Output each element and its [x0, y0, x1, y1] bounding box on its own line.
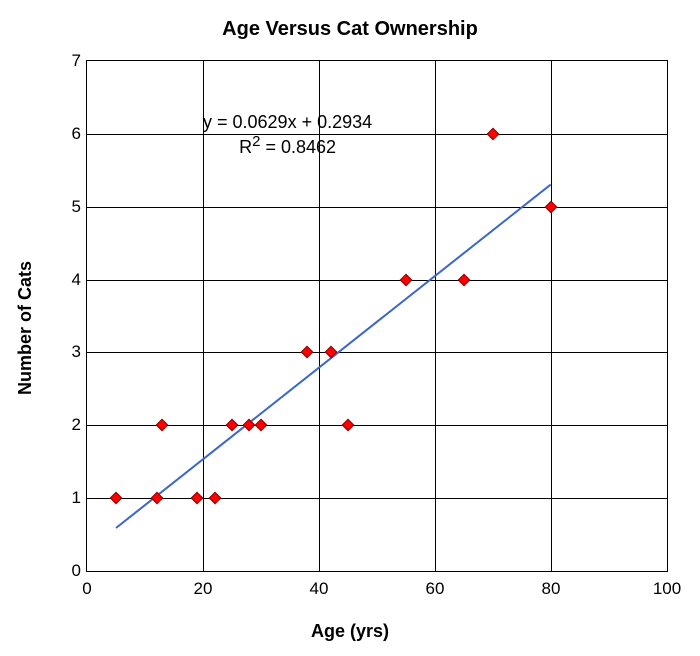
equation-line-2: R2 = 0.8462: [203, 133, 372, 158]
gridline-vertical: [319, 61, 320, 571]
data-point: [208, 492, 221, 505]
x-tick-label: 80: [542, 579, 561, 599]
y-tick-label: 4: [59, 270, 81, 290]
x-tick-label: 20: [194, 579, 213, 599]
data-point: [191, 492, 204, 505]
gridline-vertical: [203, 61, 204, 571]
data-point: [324, 346, 337, 359]
x-axis-label: Age (yrs): [0, 621, 700, 642]
plot-area: y = 0.0629x + 0.2934 R2 = 0.8462 0204060…: [86, 60, 668, 572]
equation-line-1: y = 0.0629x + 0.2934: [203, 112, 372, 133]
x-tick-label: 40: [310, 579, 329, 599]
data-point: [110, 492, 123, 505]
gridline-horizontal: [87, 352, 667, 353]
y-tick-label: 0: [59, 561, 81, 581]
x-tick-label: 0: [82, 579, 91, 599]
data-point: [487, 127, 500, 140]
gridline-vertical: [435, 61, 436, 571]
y-tick-label: 5: [59, 197, 81, 217]
gridline-horizontal: [87, 498, 667, 499]
gridline-horizontal: [87, 280, 667, 281]
y-tick-label: 1: [59, 488, 81, 508]
data-point: [156, 419, 169, 432]
chart-title: Age Versus Cat Ownership: [0, 18, 700, 41]
x-tick-label: 100: [653, 579, 681, 599]
data-point: [301, 346, 314, 359]
data-point: [255, 419, 268, 432]
gridline-horizontal: [87, 425, 667, 426]
data-point: [545, 200, 558, 213]
gridline-horizontal: [87, 134, 667, 135]
data-point: [400, 273, 413, 286]
y-tick-label: 6: [59, 124, 81, 144]
data-point: [342, 419, 355, 432]
gridline-horizontal: [87, 207, 667, 208]
scatter-chart: Age Versus Cat Ownership Number of Cats …: [0, 0, 700, 656]
y-tick-label: 3: [59, 342, 81, 362]
data-point: [458, 273, 471, 286]
y-axis-label: Number of Cats: [15, 261, 36, 395]
gridline-vertical: [551, 61, 552, 571]
x-tick-label: 60: [426, 579, 445, 599]
regression-equation: y = 0.0629x + 0.2934 R2 = 0.8462: [203, 112, 372, 158]
y-tick-label: 7: [59, 51, 81, 71]
y-tick-label: 2: [59, 415, 81, 435]
